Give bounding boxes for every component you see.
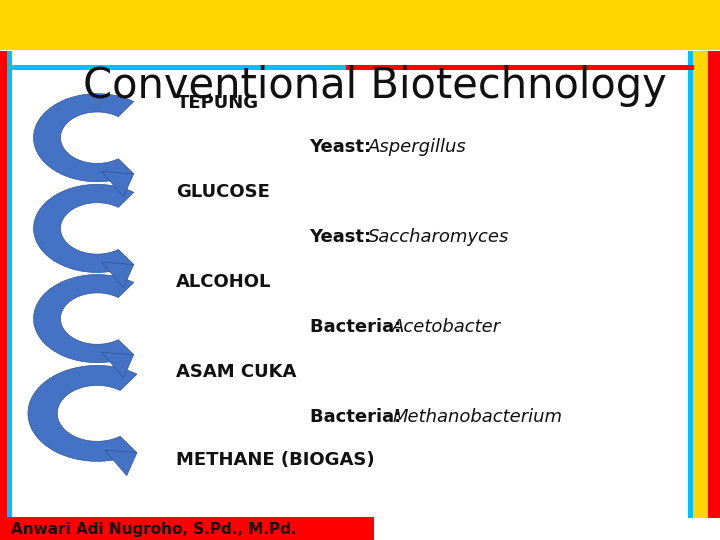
Text: Acetobacter: Acetobacter — [392, 318, 502, 336]
Bar — [693, 51, 708, 518]
Text: Conventional Biotechnology: Conventional Biotechnology — [83, 65, 666, 107]
Text: Aspergillus: Aspergillus — [367, 138, 467, 156]
Polygon shape — [102, 262, 134, 287]
Bar — [708, 51, 720, 518]
Text: METHANE (BIOGAS): METHANE (BIOGAS) — [176, 451, 375, 469]
Text: Anwari Adi Nugroho, S.Pd., M.Pd.: Anwari Adi Nugroho, S.Pd., M.Pd. — [11, 522, 297, 537]
Text: GLUCOSE: GLUCOSE — [176, 183, 270, 201]
Bar — [0, 517, 374, 540]
Polygon shape — [105, 450, 137, 476]
Text: Bacteria:: Bacteria: — [310, 408, 407, 426]
Polygon shape — [34, 184, 134, 273]
Text: ASAM CUKA: ASAM CUKA — [176, 362, 297, 381]
Polygon shape — [28, 366, 137, 461]
Bar — [346, 65, 694, 70]
Polygon shape — [102, 352, 134, 377]
Bar — [7, 51, 12, 518]
Bar — [0, 51, 7, 518]
Bar — [688, 51, 693, 518]
Polygon shape — [34, 93, 134, 182]
Text: Yeast:: Yeast: — [310, 227, 378, 246]
Text: Bacteria:: Bacteria: — [310, 318, 407, 336]
Text: TEPUNG: TEPUNG — [176, 93, 258, 112]
Text: ALCOHOL: ALCOHOL — [176, 273, 271, 291]
Polygon shape — [102, 171, 134, 197]
Text: BIOTEKNOLOGI: BIOTEKNOLOGI — [531, 15, 695, 35]
Text: Yeast:: Yeast: — [310, 138, 378, 156]
Bar — [12, 65, 346, 70]
Text: Saccharomyces: Saccharomyces — [367, 227, 509, 246]
Text: Methanobacterium: Methanobacterium — [392, 408, 562, 426]
Polygon shape — [34, 274, 134, 363]
